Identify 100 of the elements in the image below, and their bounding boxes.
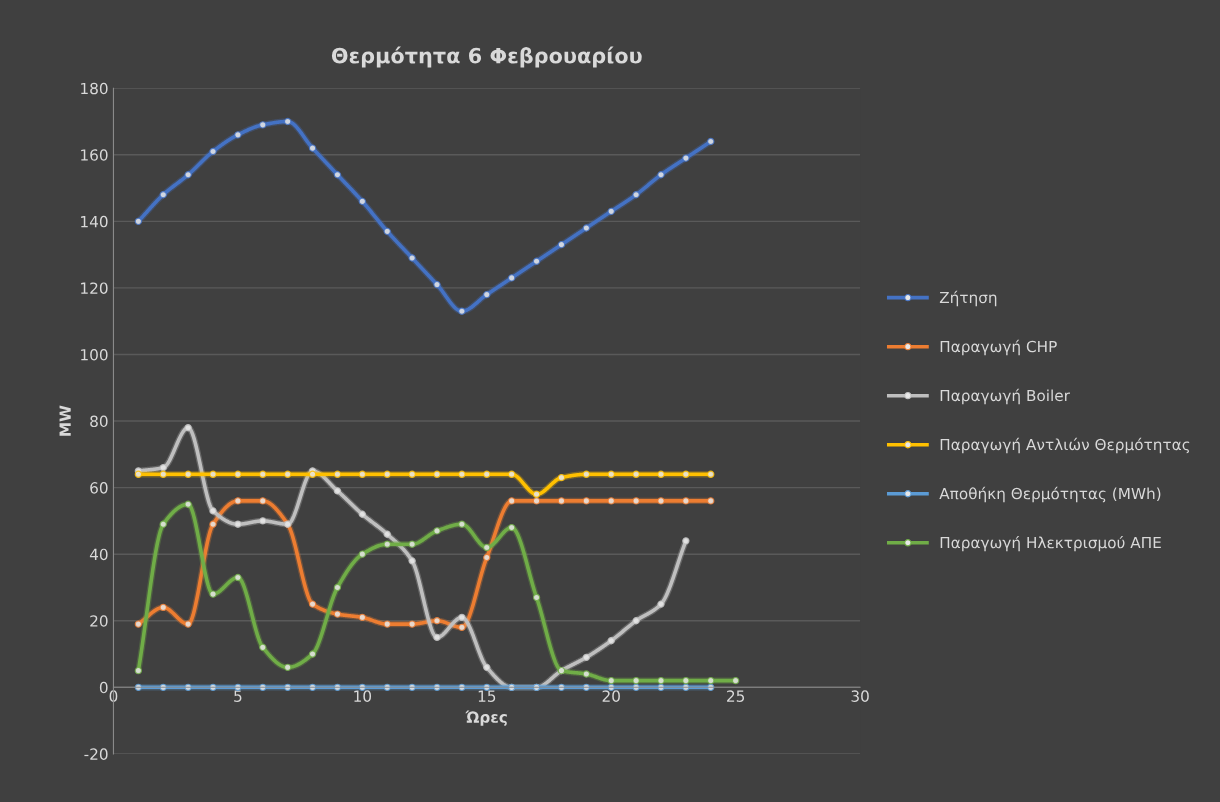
point [632,676,640,685]
y-tick-label: 100 [81,348,108,361]
x-tick-label: 10 [354,690,372,702]
point [333,470,342,478]
point [582,670,591,678]
point [682,470,690,478]
point [483,470,491,478]
y-tick-label: 120 [81,282,108,294]
point [259,497,267,505]
point [234,131,242,139]
point [657,470,665,478]
point [707,497,715,505]
point [308,650,317,658]
point [532,257,541,265]
point [582,497,591,505]
point [259,517,267,525]
point [259,643,267,652]
chart-title: Θερμότητα 6 Φεβρουαρίου [331,46,642,68]
point [483,290,491,299]
legend-label: Αποθήκη Θερμότητας (MWh) [939,486,1161,503]
point [234,573,242,582]
point [383,530,391,538]
point [582,224,591,232]
point [582,653,591,662]
point [682,154,690,162]
point [308,600,317,608]
point [283,470,292,478]
point [632,497,640,505]
point [458,470,466,478]
legend-label: Παραγωγή Ηλεκτρισμού ΑΠΕ [940,535,1161,552]
y-tick-label: 160 [81,149,108,161]
point [507,274,516,282]
point [507,523,516,532]
x-tick-label: 15 [478,690,496,702]
point [159,463,167,472]
point [682,676,690,685]
point [507,470,516,478]
point [707,137,715,146]
point [707,470,715,478]
y-tick-label: -20 [84,748,108,760]
point [433,633,441,642]
y-axis-title: MW [59,405,71,436]
point [209,520,217,528]
point [333,583,342,592]
point [557,473,566,482]
point [333,487,342,495]
point [358,550,367,558]
x-tick-label: 30 [851,690,869,702]
point [283,117,292,126]
point [134,217,143,226]
point [607,637,615,645]
point [234,497,242,505]
point [259,470,267,478]
point [433,527,441,535]
point [259,121,267,129]
y-tick-label: 60 [90,482,108,494]
point [159,520,167,528]
point [333,171,342,179]
y-tick-label: 140 [81,215,108,228]
point [607,470,615,478]
point [408,540,416,548]
point [184,470,192,478]
point [383,540,391,548]
point [657,600,665,608]
point [682,537,690,545]
x-axis-title: Ώρες [465,710,507,726]
legend-label: Παραγωγή Αντλιών Θερμότητας [940,437,1190,454]
point [358,510,367,518]
point [358,470,367,478]
point [657,497,665,505]
point [408,470,416,478]
point [707,676,715,685]
point [383,470,391,478]
y-tick-label: 0 [99,681,108,694]
point [159,191,167,199]
point [682,497,690,505]
point [159,470,167,478]
point [458,623,466,632]
point [283,663,292,672]
point [333,610,342,618]
point [159,603,167,612]
x-tick-label: 5 [234,690,242,702]
y-tick-label: 40 [89,548,108,561]
point [209,590,217,598]
point [458,613,466,622]
point [234,470,242,478]
point [458,307,466,315]
y-tick-label: 20 [90,615,108,627]
point [607,676,615,685]
point [408,620,416,628]
point [408,557,416,565]
point [458,520,466,528]
point [184,500,192,508]
x-tick-label: 25 [727,690,745,702]
point [134,666,143,675]
point [209,507,217,515]
y-tick-label: 180 [81,82,108,95]
point [557,240,566,249]
point [433,280,441,289]
point [483,543,491,552]
